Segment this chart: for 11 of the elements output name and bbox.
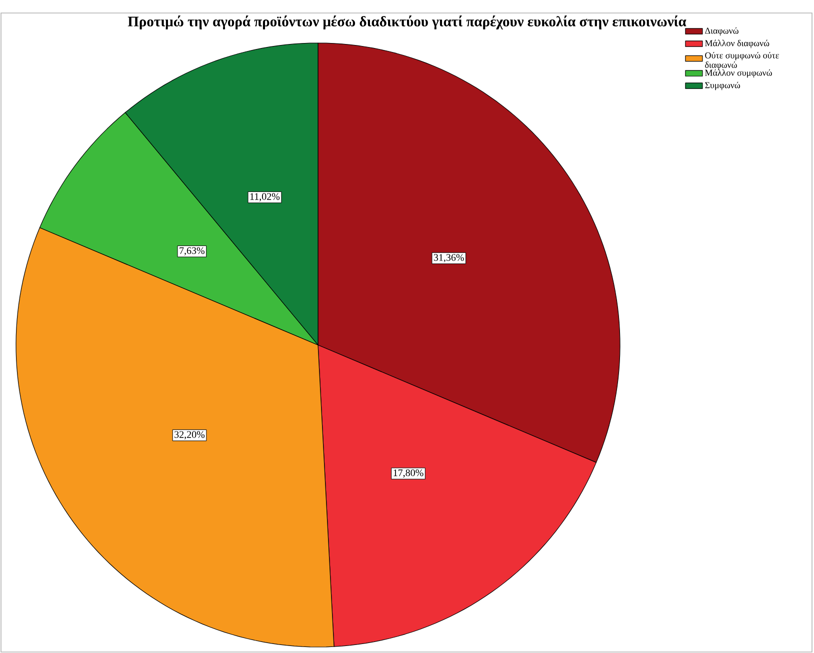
legend-label: Μάλλον διαφωνώ: [705, 40, 770, 48]
legend-label: Ούτε συμφωνώ ούτε διαφωνώ: [705, 52, 779, 70]
data-label: 7,63%: [180, 247, 204, 256]
legend-label: Διαφωνώ: [705, 27, 738, 36]
data-label: 11,02%: [250, 193, 280, 202]
chart-title: Προτιμώ την αγορά προϊόντων μέσω διαδικτύου γιατί παρέχουν ευκολία στην επικοινωνία: [128, 16, 686, 30]
data-label: 31,36%: [434, 254, 464, 262]
data-label: 17,80%: [394, 469, 424, 478]
legend-label: Συμφωνώ: [705, 82, 740, 90]
data-label: 32,20%: [174, 431, 205, 440]
legend-label: Μάλλον συμφωνώ: [705, 69, 772, 78]
